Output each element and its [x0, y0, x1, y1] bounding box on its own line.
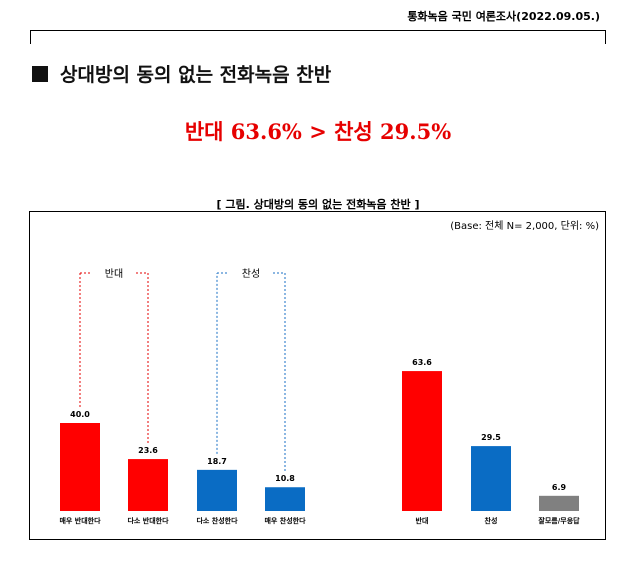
base-note: (Base: 전체 N= 2,000, 단위: %): [450, 221, 599, 232]
group-label-1: 찬성: [242, 268, 260, 280]
category-label-6: 잘모름/무응답: [538, 516, 580, 525]
figure-caption: [ 그림. 상대방의 동의 없는 전화녹음 찬반 ]: [216, 198, 420, 211]
value-label-5: 29.5: [481, 433, 501, 442]
category-label-2: 다소 찬성한다: [196, 516, 238, 525]
bar-5: [471, 446, 511, 511]
group-label-0: 반대: [105, 268, 123, 280]
bar-6: [539, 495, 579, 511]
value-label-3: 10.8: [275, 474, 295, 483]
chart-box: (Base: 전체 N= 2,000, 단위: %) 40.0 매우 반대한다 23…: [29, 211, 606, 540]
category-label-3: 매우 찬성한다: [264, 516, 306, 525]
section-title: 상대방의 동의 없는 전화녹음 찬반: [32, 60, 331, 87]
bar-4: [402, 371, 442, 511]
value-label-1: 23.6: [138, 446, 158, 455]
value-label-0: 40.0: [70, 410, 90, 419]
bar-0: [60, 423, 100, 511]
bar-2: [197, 469, 237, 511]
header-rule: [30, 30, 606, 44]
category-label-4: 반대: [416, 516, 429, 525]
section-title-text: 상대방의 동의 없는 전화녹음 찬반: [60, 64, 332, 86]
value-label-4: 63.6: [412, 358, 432, 367]
report-header: 통화녹음 국민 여론조사(2022.09.05.): [407, 10, 600, 23]
bar-chart: 40.0 매우 반대한다 23.6 다소 반대한다 18.7 다소 찬성한다 10.8 매우 …: [59, 268, 580, 525]
value-label-6: 6.9: [552, 483, 567, 492]
category-label-1: 다소 반대한다: [127, 516, 169, 525]
category-label-0: 매우 반대한다: [59, 516, 101, 525]
value-label-2: 18.7: [207, 457, 227, 466]
bar-3: [265, 487, 305, 511]
black-square-icon: [32, 65, 48, 82]
headline-summary: 반대 63.6% > 찬성 29.5%: [184, 119, 452, 144]
bar-1: [128, 459, 168, 511]
category-label-5: 찬성: [485, 516, 498, 525]
